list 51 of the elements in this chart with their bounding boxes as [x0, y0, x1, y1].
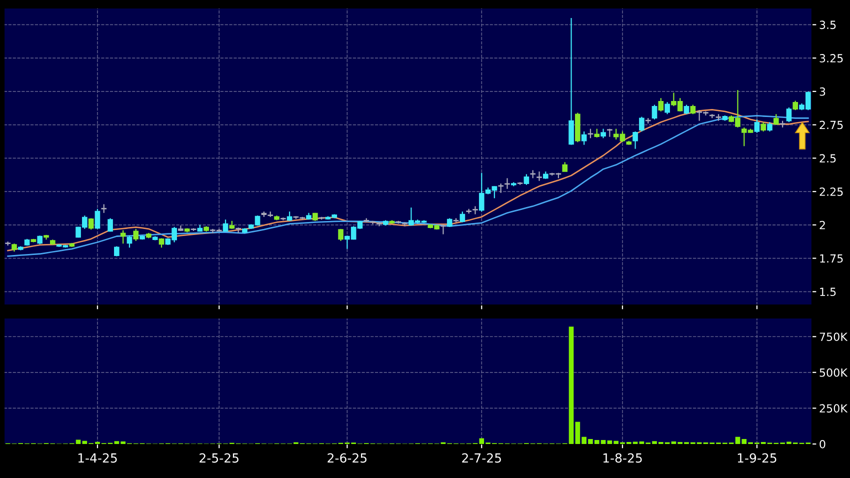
- candlestick: [222, 219, 228, 232]
- candlestick: [792, 100, 798, 111]
- x-tick-label: 2-5-25: [200, 453, 238, 463]
- candlestick: [652, 104, 658, 120]
- candlestick: [581, 130, 587, 146]
- y-tick-label: 2: [820, 220, 825, 230]
- candlestick: [88, 218, 94, 230]
- candlestick: [94, 208, 100, 230]
- candlestick: [639, 116, 644, 132]
- candlestick: [786, 106, 792, 123]
- y-tick-label: 3.25: [820, 54, 843, 62]
- candlestick: [524, 174, 530, 186]
- x-tick-label: 1-4-25: [78, 453, 117, 463]
- candlestick: [536, 170, 542, 182]
- candlestick: [504, 178, 510, 190]
- candlestick: [114, 246, 120, 257]
- x-tick-label: 1-9-25: [738, 453, 776, 463]
- candlestick: [632, 130, 638, 150]
- y-tick-label: 2.75: [820, 120, 843, 130]
- y-tick-label: 250K: [820, 404, 848, 413]
- candlestick: [690, 104, 696, 115]
- candlestick: [773, 114, 779, 126]
- x-tick-label: 2-7-25: [462, 453, 501, 463]
- x-tick-label: 1-8-25: [603, 453, 642, 463]
- candlestick: [126, 235, 132, 248]
- y-tick-label: 1.5: [820, 288, 836, 296]
- y-tick-label: 3.5: [820, 20, 836, 30]
- candlestick: [286, 211, 292, 222]
- candlestick: [498, 182, 504, 194]
- candlestick: [562, 162, 568, 172]
- candlestick: [767, 122, 772, 132]
- y-tick-label: 1.75: [820, 254, 843, 263]
- candlestick: [600, 128, 606, 139]
- candlestick: [760, 122, 766, 132]
- y-tick-label: 2.25: [820, 188, 843, 196]
- y-tick-label: 750K: [820, 332, 848, 341]
- candlestick: [108, 218, 113, 232]
- candlestick: [658, 98, 664, 112]
- candlestick: [664, 102, 670, 115]
- x-tick-label: 2-6-25: [328, 453, 366, 463]
- candlestick: [684, 104, 690, 115]
- candlestick: [588, 128, 594, 139]
- y-tick-label: 2.5: [820, 154, 836, 163]
- y-tick-label: 0: [820, 440, 826, 448]
- y-tick-label: 3: [820, 87, 826, 96]
- candlestick: [338, 228, 344, 242]
- candlestick: [133, 228, 139, 242]
- y-tick-label: 500K: [820, 368, 848, 377]
- candlestick: [568, 17, 574, 146]
- candlestick: [754, 118, 760, 134]
- candlestick: [472, 206, 478, 215]
